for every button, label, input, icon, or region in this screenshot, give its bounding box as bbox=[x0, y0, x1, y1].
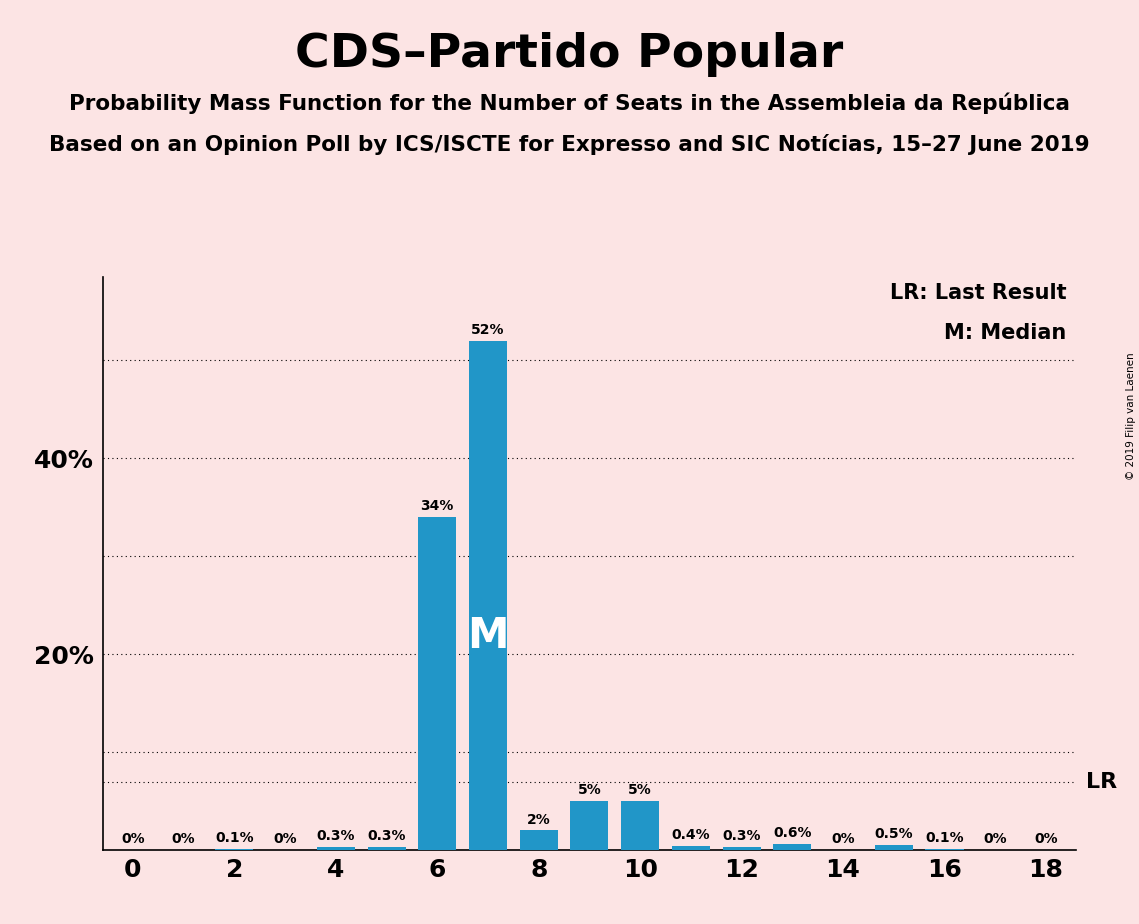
Bar bbox=[875, 845, 912, 850]
Text: 0.3%: 0.3% bbox=[367, 829, 405, 844]
Text: 34%: 34% bbox=[420, 499, 454, 513]
Bar bbox=[469, 341, 507, 850]
Text: 2%: 2% bbox=[527, 812, 550, 827]
Text: 0.4%: 0.4% bbox=[672, 828, 711, 843]
Bar bbox=[926, 849, 964, 850]
Text: 0.3%: 0.3% bbox=[317, 829, 355, 844]
Text: 5%: 5% bbox=[577, 784, 601, 797]
Bar bbox=[672, 846, 710, 850]
Bar bbox=[418, 517, 457, 850]
Text: 0.1%: 0.1% bbox=[215, 832, 254, 845]
Text: 0%: 0% bbox=[1034, 833, 1058, 846]
Text: © 2019 Filip van Laenen: © 2019 Filip van Laenen bbox=[1126, 352, 1136, 480]
Text: 0%: 0% bbox=[121, 833, 145, 846]
Text: LR: LR bbox=[1087, 772, 1117, 792]
Text: 0%: 0% bbox=[831, 833, 855, 846]
Text: 0.1%: 0.1% bbox=[925, 832, 964, 845]
Text: 5%: 5% bbox=[629, 784, 652, 797]
Text: 0%: 0% bbox=[983, 833, 1007, 846]
Text: 0%: 0% bbox=[172, 833, 196, 846]
Text: Probability Mass Function for the Number of Seats in the Assembleia da República: Probability Mass Function for the Number… bbox=[69, 92, 1070, 114]
Text: Based on an Opinion Poll by ICS/ISCTE for Expresso and SIC Notícias, 15–27 June : Based on an Opinion Poll by ICS/ISCTE fo… bbox=[49, 134, 1090, 155]
Bar bbox=[368, 847, 405, 850]
Text: 0.3%: 0.3% bbox=[722, 829, 761, 844]
Bar bbox=[621, 801, 659, 850]
Text: LR: Last Result: LR: Last Result bbox=[890, 283, 1066, 303]
Text: CDS–Partido Popular: CDS–Partido Popular bbox=[295, 32, 844, 78]
Bar bbox=[773, 845, 811, 850]
Text: M: M bbox=[467, 615, 509, 657]
Text: 0%: 0% bbox=[273, 833, 297, 846]
Text: 52%: 52% bbox=[472, 322, 505, 337]
Text: 0.5%: 0.5% bbox=[875, 827, 913, 841]
Text: 0.6%: 0.6% bbox=[773, 826, 812, 840]
Bar bbox=[317, 847, 355, 850]
Bar bbox=[215, 849, 253, 850]
Bar bbox=[519, 831, 558, 850]
Bar bbox=[722, 847, 761, 850]
Bar bbox=[571, 801, 608, 850]
Text: M: Median: M: Median bbox=[944, 323, 1066, 343]
